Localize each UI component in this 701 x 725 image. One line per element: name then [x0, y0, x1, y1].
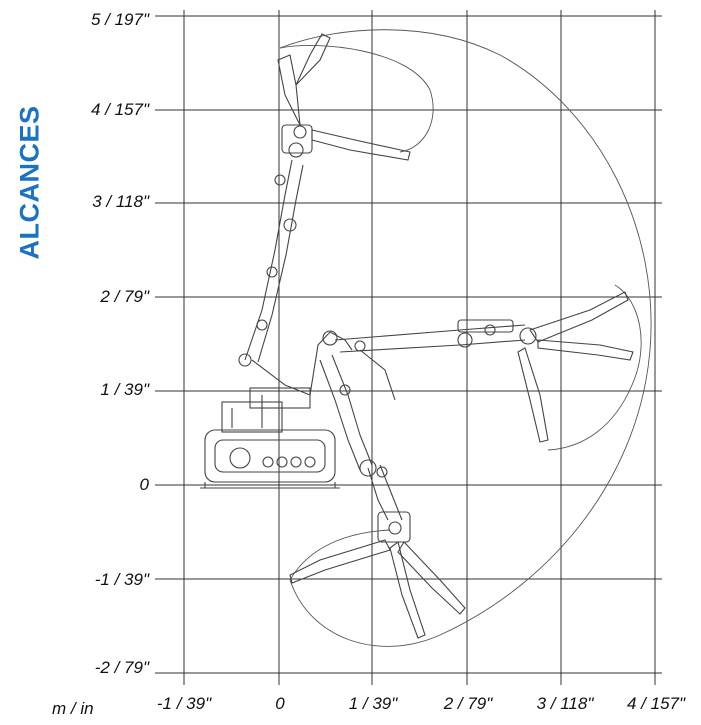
reach-envelope: [279, 29, 652, 647]
unit-label: m / in: [52, 699, 94, 718]
x-tick-label: 2 / 79": [443, 694, 493, 713]
y-tick-label: -1 / 39": [94, 570, 149, 589]
boom-horizontal: [309, 291, 634, 443]
x-tick-label: 4 / 157": [626, 694, 686, 713]
boom-raised: [238, 33, 411, 396]
boom-lowered: [289, 354, 466, 639]
y-tick-label: -2 / 79": [94, 658, 149, 677]
crawler-chassis: [200, 387, 340, 489]
upper-reach-arc: [279, 45, 434, 153]
y-tick-label: 5 / 197": [90, 10, 149, 29]
lower-reach-arc: [289, 529, 391, 581]
x-tick-label: 1 / 39": [348, 694, 398, 713]
right-reach-arc: [547, 284, 642, 451]
y-tick-label: 1 / 39": [100, 380, 149, 399]
y-tick-label: 4 / 157": [90, 100, 149, 119]
x-tick-label: 0: [275, 694, 285, 713]
grid: [155, 10, 662, 685]
y-tick-label: 0: [139, 475, 149, 494]
outer-reach-arc: [279, 29, 652, 647]
machine-drawing: [200, 33, 634, 639]
y-tick-label: 2 / 79": [100, 287, 149, 306]
y-tick-label: 3 / 118": [92, 192, 149, 211]
x-tick-label: 3 / 118": [536, 694, 594, 713]
x-tick-label: -1 / 39": [156, 694, 212, 713]
